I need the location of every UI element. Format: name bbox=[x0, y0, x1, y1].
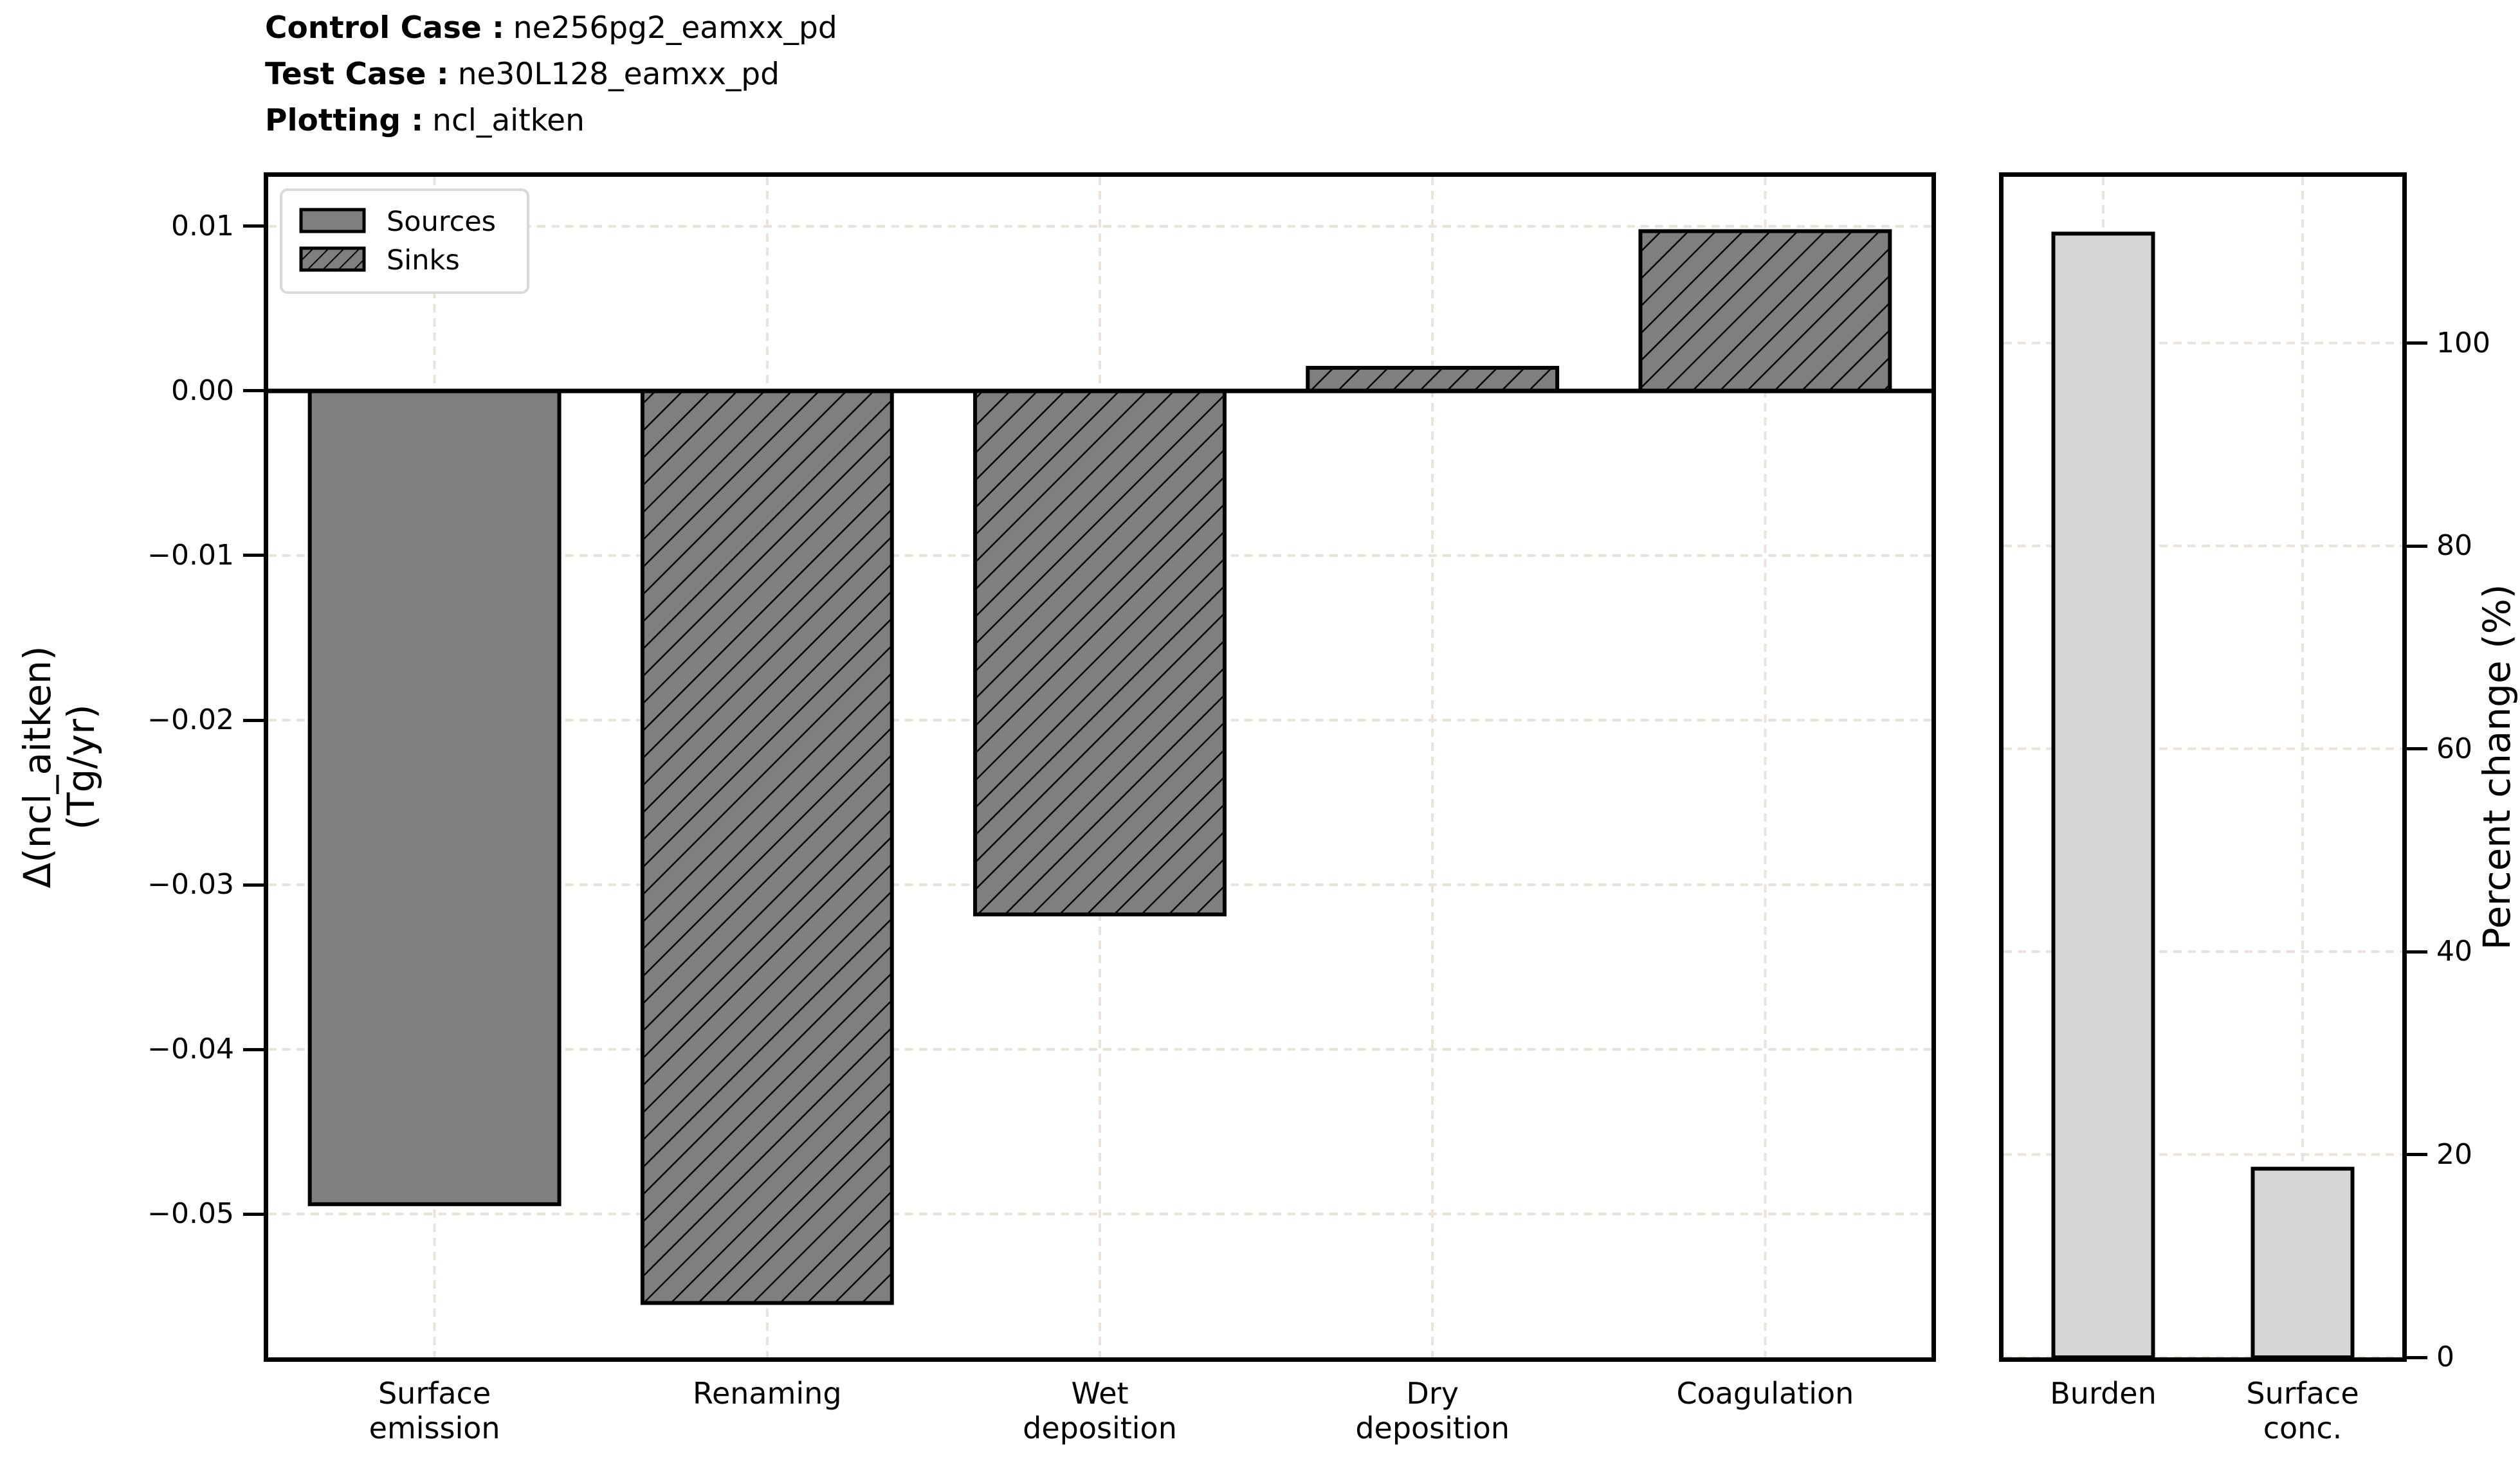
x-tick-label-surface-conc: Surface conc. bbox=[2246, 1376, 2359, 1445]
legend: Sources Sinks bbox=[280, 188, 529, 294]
y-tick-mark bbox=[2407, 950, 2427, 954]
bar-surface-emission bbox=[307, 388, 562, 1206]
y-tick-label: 80 bbox=[2436, 529, 2472, 563]
y-tick-label: −0.04 bbox=[147, 1033, 234, 1066]
y-tick-label: 60 bbox=[2436, 732, 2472, 765]
y-tick-mark bbox=[243, 718, 264, 722]
y-axis-label-budget-fluxes: Δ(ncl_aitken) (Tg/yr) bbox=[15, 646, 103, 889]
y-tick-mark bbox=[243, 389, 264, 393]
y-tick-label: −0.03 bbox=[147, 868, 234, 901]
header-control-case: Control Case : ne256pg2_eamxx_pd bbox=[265, 9, 837, 48]
y-tick-label: 0.00 bbox=[171, 374, 234, 407]
y-tick-mark bbox=[243, 554, 264, 557]
bar-coagulation bbox=[1638, 229, 1892, 393]
header-control-case-value: ne256pg2_eamxx_pd bbox=[513, 10, 837, 46]
header-plotting-value: ncl_aitken bbox=[432, 103, 585, 138]
legend-item-sources: Sources bbox=[299, 207, 510, 237]
header-test-case-label: Test Case : bbox=[265, 57, 449, 92]
bar-surface-conc bbox=[2251, 1166, 2355, 1357]
y-tick-mark bbox=[2407, 341, 2427, 345]
y-tick-mark bbox=[243, 1047, 264, 1051]
x-tick-label-burden: Burden bbox=[2050, 1376, 2157, 1411]
x-tick-label-coagulation: Coagulation bbox=[1676, 1376, 1854, 1411]
y-tick-mark bbox=[2407, 1355, 2427, 1359]
legend-label: Sinks bbox=[387, 244, 460, 276]
y-tick-label: −0.05 bbox=[147, 1197, 234, 1231]
y-tick-mark bbox=[2407, 1153, 2427, 1157]
bar-wet-deposition bbox=[973, 388, 1227, 917]
bar-dry-deposition bbox=[1306, 366, 1560, 393]
y-tick-label: 100 bbox=[2436, 326, 2490, 359]
y-axis-label-percent-change: Percent change (%) bbox=[2475, 584, 2519, 950]
header-test-case-value: ne30L128_eamxx_pd bbox=[457, 57, 780, 92]
header-plotting-label: Plotting : bbox=[265, 103, 424, 138]
y-tick-label: 20 bbox=[2436, 1137, 2472, 1171]
axes-budget-fluxes bbox=[264, 172, 1936, 1362]
x-tick-label-dry-deposition: Dry deposition bbox=[1355, 1376, 1510, 1445]
y-tick-label: 0.01 bbox=[171, 209, 234, 242]
y-tick-label: 40 bbox=[2436, 935, 2472, 968]
legend-item-sinks: Sinks bbox=[299, 246, 510, 275]
bar-burden bbox=[2051, 231, 2155, 1357]
legend-label: Sources bbox=[387, 206, 497, 238]
header-test-case: Test Case : ne30L128_eamxx_pd bbox=[265, 55, 780, 94]
header-plotting: Plotting : ncl_aitken bbox=[265, 102, 585, 140]
header-control-case-label: Control Case : bbox=[265, 10, 504, 46]
y-tick-mark bbox=[243, 224, 264, 228]
hatched-swatch-icon bbox=[299, 246, 366, 275]
x-tick-label-wet-deposition: Wet deposition bbox=[1023, 1376, 1177, 1445]
x-tick-label-surface-emission: Surface emission bbox=[369, 1376, 500, 1445]
y-tick-mark bbox=[2407, 544, 2427, 548]
plot-area-budget-fluxes bbox=[268, 177, 1931, 1357]
axes-percent-change bbox=[1999, 172, 2407, 1362]
solid-swatch-icon bbox=[299, 208, 366, 236]
y-tick-mark bbox=[243, 1212, 264, 1216]
y-tick-label: −0.01 bbox=[147, 538, 234, 572]
y-tick-mark bbox=[2407, 747, 2427, 751]
y-tick-label: 0 bbox=[2436, 1341, 2454, 1373]
plot-area-percent-change bbox=[2004, 177, 2402, 1357]
bar-renaming bbox=[640, 388, 894, 1305]
y-tick-label: −0.02 bbox=[147, 703, 234, 737]
y-tick-mark bbox=[243, 883, 264, 887]
x-tick-label-renaming: Renaming bbox=[693, 1376, 842, 1411]
